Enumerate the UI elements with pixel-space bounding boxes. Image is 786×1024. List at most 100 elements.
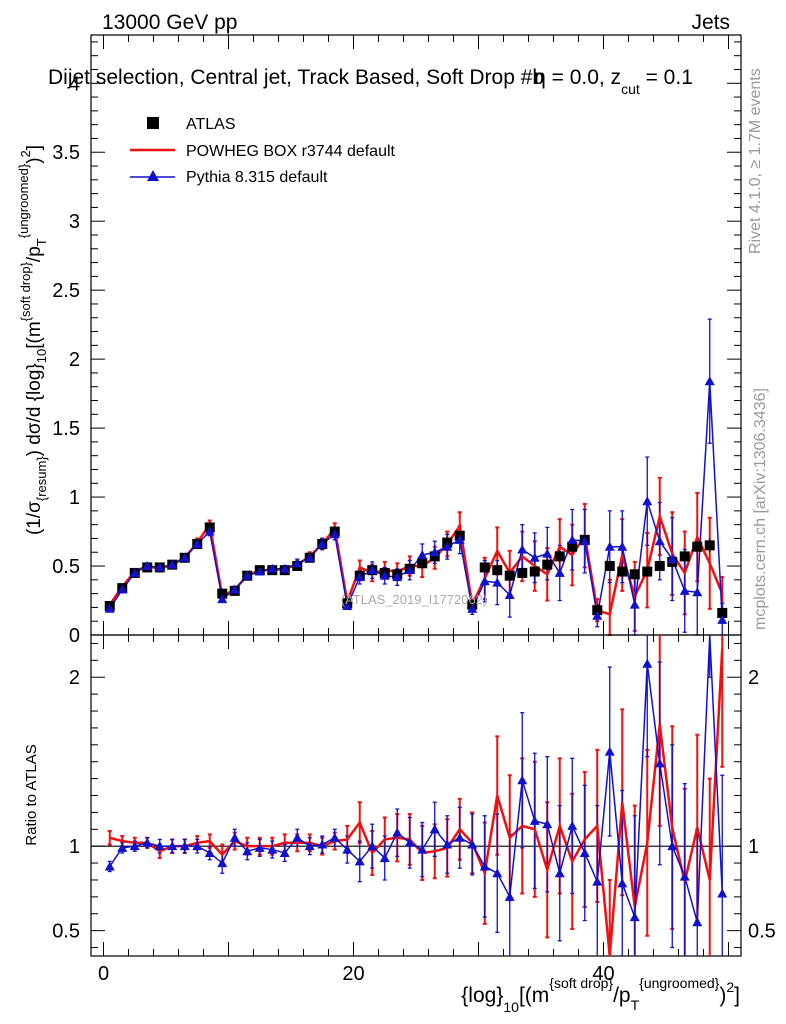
atlas-data-point (529, 566, 540, 577)
pythia-marker (667, 554, 678, 564)
atlas-data-point (554, 551, 565, 562)
ratio-data-marks (104, 634, 728, 957)
pythia-marker (479, 576, 490, 586)
pythia-marker (179, 552, 190, 562)
pythia-ratio-marker (129, 841, 140, 851)
main-data-marks (104, 318, 728, 636)
pythia-marker (454, 534, 465, 544)
pythia-ratio-marker (554, 868, 565, 878)
pythia-marker (379, 570, 390, 580)
x-tick-label: 20 (342, 963, 364, 985)
pythia-ratio-marker (267, 844, 278, 854)
ratio-y-tick-label-right: 1 (748, 836, 759, 858)
pythia-ratio-marker (454, 832, 465, 842)
pythia-ratio-marker (667, 841, 678, 851)
main-y-tick-label: 2.5 (52, 280, 80, 302)
pythia-ratio-marker (567, 820, 578, 830)
legend-powheg-label: POWHEG BOX r3744 default (186, 143, 396, 160)
atlas-data-point (654, 561, 665, 572)
ratio-y-tick-label-right: 2 (748, 667, 759, 689)
legend-atlas-label: ATLAS (186, 116, 236, 133)
rivet-label: Rivet 4.1.0, ≥ 1.7M events (747, 68, 764, 254)
pythia-marker (717, 614, 728, 624)
legend-atlas-marker (147, 117, 159, 129)
pythia-ratio-marker (442, 839, 453, 849)
pythia-ratio-marker (179, 841, 190, 851)
pythia-marker (142, 561, 153, 571)
ratio-y-tick-label: 0.5 (52, 921, 80, 943)
main-y-axis-label: (1/σ{resum}) dσ/d {log}10[(m{soft drop}/… (16, 145, 49, 535)
pythia-ratio-marker (642, 658, 653, 668)
atlas-data-point (592, 605, 603, 616)
pythia-marker (629, 599, 640, 609)
ratio-y-axis-label: Ratio to ATLAS (23, 744, 40, 845)
x-axis-label: {log}10[(m{soft drop}/pT{ungroomed})2] (461, 975, 740, 1015)
pythia-marker (254, 566, 265, 576)
atlas-data-point (479, 562, 490, 573)
atlas-data-point (567, 541, 578, 552)
pythia-marker (604, 541, 615, 551)
pythia-ratio-marker (317, 839, 328, 849)
atlas-data-point (704, 540, 715, 551)
pythia-marker (679, 585, 690, 595)
analysis-watermark: (ATLAS_2019_I1772062) (341, 592, 487, 607)
pythia-marker (192, 538, 203, 548)
legend-pythia-label: Pythia 8.315 default (186, 169, 328, 186)
pythia-marker (429, 547, 440, 557)
pythia-line (109, 381, 723, 620)
pythia-marker (129, 567, 140, 577)
main-axes: 0 0.5 1 1.5 2 2.5 3 3.5 4 (52, 35, 741, 647)
atlas-data-point (429, 551, 440, 562)
pythia-ratio-marker (354, 856, 365, 866)
pythia-marker (504, 590, 515, 599)
pythia-marker (367, 565, 378, 575)
pythia-ratio-marker (204, 847, 215, 857)
atlas-data-point (679, 551, 690, 562)
ratio-y-tick-label-right: 0.5 (748, 921, 776, 943)
pythia-marker (617, 541, 628, 551)
pythia-marker (529, 552, 540, 562)
pythia-ratio-marker (679, 871, 690, 881)
atlas-data-point (504, 570, 515, 581)
main-y-tick-label: 0 (69, 625, 80, 647)
pythia-ratio-marker (292, 832, 303, 842)
atlas-data-point (542, 559, 553, 570)
atlas-data-point (692, 541, 703, 552)
atlas-data-point (717, 607, 728, 618)
atlas-data-point (642, 566, 653, 577)
pythia-ratio-marker (479, 861, 490, 871)
ratio-plot-frame (90, 634, 742, 957)
pythia-marker (567, 534, 578, 544)
pythia-ratio-marker (529, 815, 540, 825)
ratio-y-tick-label: 2 (69, 667, 80, 689)
plot-title: Dijet selection, Central jet, Track Base… (48, 66, 693, 97)
pythia-ratio-marker (467, 839, 478, 849)
pythia-ratio-marker (304, 841, 315, 851)
pythia-marker (642, 496, 653, 506)
pythia-marker (154, 562, 165, 572)
pythia-ratio-marker (154, 841, 165, 851)
pythia-marker (317, 538, 328, 548)
pythia-marker (404, 565, 415, 575)
pythia-ratio-marker (504, 891, 515, 901)
pythia-ratio-marker (167, 841, 178, 851)
pythia-ratio-marker (279, 847, 290, 857)
pythia-ratio-marker (692, 917, 703, 927)
energy-label: 13000 GeV pp (102, 11, 237, 34)
pythia-marker (104, 603, 115, 613)
pythia-ratio-marker (517, 775, 528, 785)
pythia-ratio-marker (217, 858, 228, 868)
legend-pythia-marker (147, 170, 159, 181)
pythia-ratio-marker (404, 837, 415, 847)
pythia-marker (554, 567, 565, 577)
main-y-tick-label: 2 (69, 349, 80, 371)
pythia-marker (704, 376, 715, 386)
pythia-marker (692, 587, 703, 597)
pythia-marker (592, 610, 603, 620)
pythia-ratio-marker (242, 846, 253, 856)
pythia-ratio-marker (142, 837, 153, 847)
pythia-ratio-marker (579, 847, 590, 857)
powheg-line (108, 511, 724, 616)
pythia-ratio-marker (392, 827, 403, 837)
